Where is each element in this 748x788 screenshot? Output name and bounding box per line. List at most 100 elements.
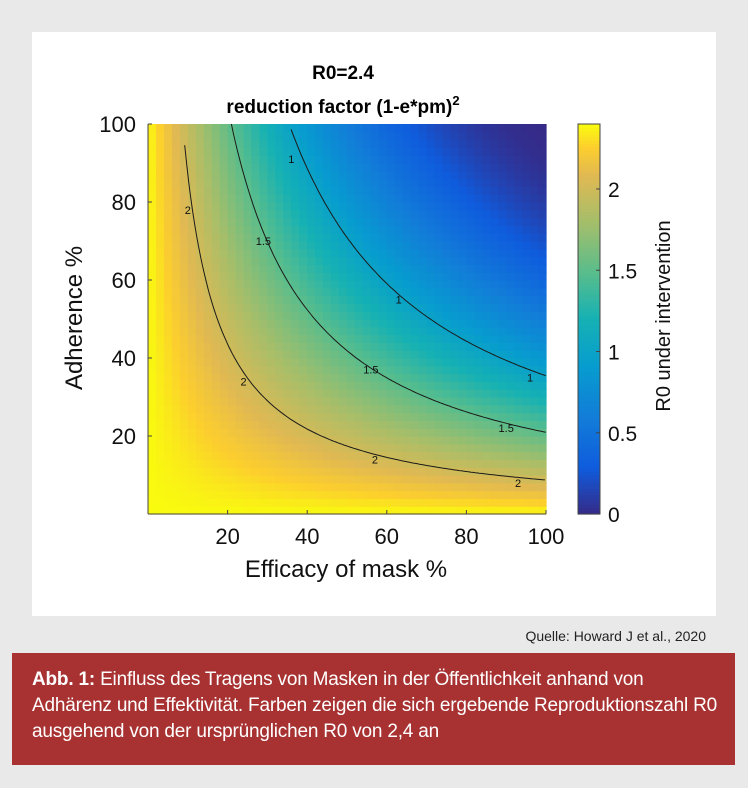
heatmap-cell (307, 186, 316, 195)
heatmap-cell (434, 397, 444, 406)
heatmap-cell (498, 264, 507, 273)
heatmap-cell (331, 241, 340, 250)
heatmap-cell (354, 303, 364, 312)
heatmap-cell (211, 350, 221, 359)
heatmap-cell (331, 202, 340, 211)
heatmap-cell (275, 178, 284, 187)
heatmap-cell (219, 467, 229, 476)
heatmap-cell (474, 498, 483, 507)
heatmap-cell (378, 155, 388, 164)
heatmap-cell (538, 209, 547, 219)
heatmap-cell (251, 295, 261, 304)
heatmap-cell (307, 209, 316, 219)
heatmap-cell (450, 381, 460, 390)
heatmap-cell (251, 451, 261, 460)
heatmap-cell (434, 498, 444, 507)
heatmap-cell (339, 490, 348, 499)
heatmap-cell (219, 459, 229, 468)
heatmap-cell (458, 209, 467, 219)
heatmap-cell (354, 272, 364, 281)
heatmap-cell (211, 420, 221, 429)
heatmap-cell (179, 194, 189, 203)
heatmap-cell (442, 248, 452, 258)
heatmap-cell (307, 217, 316, 226)
heatmap-cell (347, 420, 356, 429)
heatmap-cell (522, 178, 531, 187)
heatmap-cell (378, 381, 388, 390)
heatmap-cell (482, 256, 491, 265)
heatmap-cell (315, 287, 324, 297)
heatmap-cell (195, 303, 205, 312)
heatmap-cell (259, 202, 268, 211)
heatmap-cell (339, 373, 348, 382)
heatmap-cell (235, 280, 245, 289)
heatmap-cell (195, 443, 205, 453)
heatmap-cell (275, 287, 284, 297)
heatmap-cell (354, 202, 364, 211)
heatmap-cell (227, 147, 237, 156)
heatmap-cell (362, 217, 372, 226)
colorbar-segment (578, 354, 600, 359)
heatmap-cell (458, 459, 467, 468)
heatmap-cell (275, 202, 284, 211)
heatmap-cell (354, 217, 364, 226)
colorbar-tick-label: 1.5 (608, 260, 637, 283)
heatmap-cell (410, 443, 420, 453)
heatmap-cell (426, 264, 436, 273)
heatmap-cell (251, 303, 261, 312)
heatmap-cell (171, 428, 181, 437)
heatmap-cell (259, 365, 268, 375)
heatmap-cell (291, 194, 300, 203)
heatmap-cell (163, 342, 173, 351)
heatmap-cell (347, 311, 356, 320)
heatmap-cell (259, 443, 268, 453)
heatmap-cell (339, 131, 348, 141)
heatmap-cell (243, 241, 253, 250)
heatmap-cell (522, 490, 531, 499)
heatmap-cell (434, 295, 444, 304)
heatmap-cell (243, 170, 253, 180)
heatmap-cell (514, 397, 523, 406)
heatmap-cell (450, 389, 460, 398)
heatmap-cell (307, 365, 316, 375)
heatmap-cell (315, 334, 324, 343)
heatmap-cell (370, 124, 380, 133)
heatmap-cell (442, 311, 452, 320)
heatmap-cell (179, 303, 189, 312)
heatmap-cell (211, 131, 221, 141)
heatmap-cell (179, 264, 189, 273)
heatmap-cell (283, 459, 292, 468)
heatmap-cell (402, 475, 412, 484)
heatmap-cell (227, 498, 237, 507)
heatmap-cell (331, 397, 340, 406)
heatmap-cell (498, 459, 507, 468)
heatmap-cell (148, 365, 157, 375)
heatmap-cell (490, 202, 499, 211)
heatmap-cell (283, 482, 292, 492)
heatmap-cell (155, 194, 165, 203)
heatmap-cell (299, 194, 308, 203)
heatmap-cell (203, 241, 213, 250)
heatmap-cell (251, 436, 261, 445)
heatmap-cell (498, 404, 507, 414)
heatmap-cell (450, 163, 460, 172)
heatmap-cell (410, 280, 420, 289)
heatmap-cell (386, 451, 396, 460)
heatmap-cell (354, 459, 364, 468)
heatmap-cell (426, 326, 436, 336)
heatmap-cell (315, 342, 324, 351)
heatmap-cell (291, 303, 300, 312)
heatmap-cell (267, 326, 276, 336)
heatmap-cell (307, 350, 316, 359)
heatmap-cell (275, 311, 284, 320)
heatmap-cell (219, 124, 229, 133)
heatmap-cell (179, 233, 189, 242)
heatmap-cell (331, 365, 340, 375)
heatmap-cell (466, 428, 475, 437)
heatmap-cell (490, 373, 499, 382)
x-tick-label: 80 (454, 524, 478, 549)
heatmap-cell (506, 272, 515, 281)
heatmap-cell (187, 451, 197, 460)
heatmap-cell (442, 178, 452, 187)
heatmap-cell (530, 365, 539, 375)
